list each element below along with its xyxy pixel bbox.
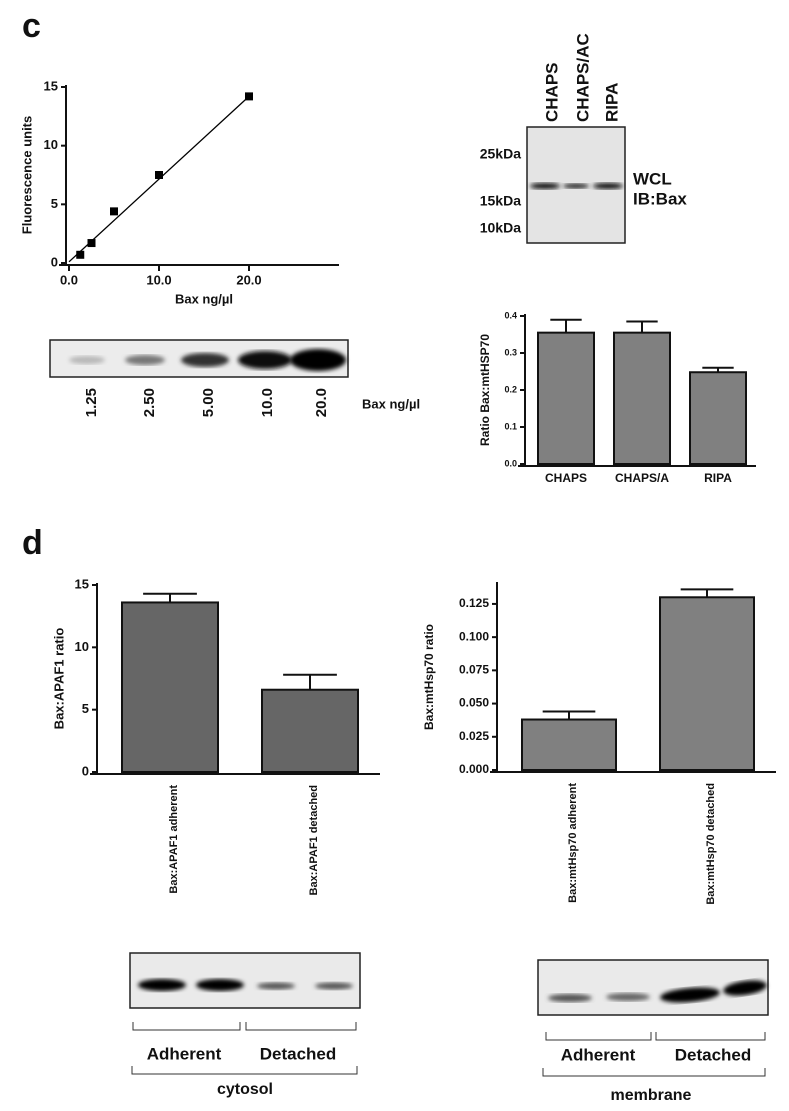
y-tick-label: 15 [44,78,58,93]
panel-label: c [22,7,41,45]
y-tick-label: 5 [82,701,89,716]
y-tick-label: 0.1 [504,421,517,431]
bar [613,331,671,465]
blot-label: WCL [633,169,672,188]
y-tick-label: 0.025 [459,729,489,743]
y-tick-label: 0 [82,763,89,778]
data-point [110,207,118,216]
y-tick-label: 0.4 [504,310,517,320]
group-label: Detached [675,1045,752,1064]
y-tick-label: 15 [75,576,89,591]
data-point [155,171,163,179]
y-tick-label: 0.0 [504,458,517,468]
data-point [76,250,85,259]
standard-blot [49,339,349,378]
bar [121,601,219,773]
bar [261,688,359,773]
x-axis-label: Bax ng/µl [175,291,233,306]
x-tick-label: 0.0 [60,272,78,287]
group-label: Detached [260,1044,337,1063]
marker-label: 10kDa [480,220,521,236]
x-tick-label: Bax:APAF1 detached [308,785,320,895]
bar [659,596,755,771]
x-tick-label: CHAPS [545,471,587,485]
y-tick-label: 10 [75,639,89,654]
lane-label: 2.50 [141,388,158,417]
y-tick-label: 0.100 [459,629,489,643]
blot-label: IB:Bax [633,189,687,208]
blot-unit: Bax ng/µl [362,396,420,411]
y-tick-label: 0.000 [459,762,489,776]
cytosol-blot [129,952,361,1075]
y-axis-label: Bax:APAF1 ratio [51,628,66,730]
y-tick-label: 0.3 [504,347,517,357]
error-bar [626,320,658,333]
axis [490,582,776,773]
x-tick-label: RIPA [704,471,732,485]
y-axis-label: Ratio Bax:mtHSP70 [478,334,492,446]
bar [521,718,617,771]
error-bar [550,318,582,333]
lane-label: 1.25 [83,388,100,417]
axis [90,583,380,775]
error-bar [702,366,734,373]
axis [59,85,339,266]
y-tick-label: 5 [51,196,58,211]
x-tick-label: Bax:APAF1 adherent [168,785,180,894]
y-axis-label: Bax:mtHsp70 ratio [422,624,436,730]
x-tick-label: Bax:mtHsp70 adherent [567,783,579,903]
x-tick-label: 10.0 [146,272,171,287]
y-tick-label: 0.125 [459,596,489,610]
bar [537,331,595,465]
y-tick-label: 10 [44,137,58,152]
lane-label: RIPA [602,83,621,122]
lane-label: 10.0 [259,388,276,417]
fraction-label: membrane [611,1087,692,1104]
fraction-label: cytosol [217,1081,273,1098]
group-label: Adherent [561,1045,636,1064]
marker-label: 15kDa [480,193,521,209]
data-point [87,239,96,248]
panel-label: d [22,524,43,562]
x-tick-label: CHAPS/A [615,471,669,485]
lane-label: 20.0 [313,388,330,417]
y-tick-label: 0 [51,254,58,269]
y-tick-label: 0.075 [459,663,489,677]
error-bar [542,710,596,720]
lane-label: CHAPS [542,62,561,122]
y-tick-label: 0.050 [459,696,489,710]
error-bar [143,592,197,603]
lane-label: CHAPS/AC [573,33,592,122]
western-blot [526,126,626,244]
error-bar [283,673,337,690]
y-tick-label: 0.2 [504,384,517,394]
x-tick-label: Bax:mtHsp70 detached [705,783,717,905]
lane-label: 5.00 [200,388,217,417]
x-tick-label: 20.0 [236,272,261,287]
error-bar [680,588,734,598]
bar [689,371,747,465]
data-point [245,92,253,101]
membrane-blot [537,959,769,1077]
fit-line [68,95,250,263]
group-label: Adherent [147,1044,222,1063]
y-axis-label: Fluorescence units [19,116,34,234]
marker-label: 25kDa [480,146,521,162]
